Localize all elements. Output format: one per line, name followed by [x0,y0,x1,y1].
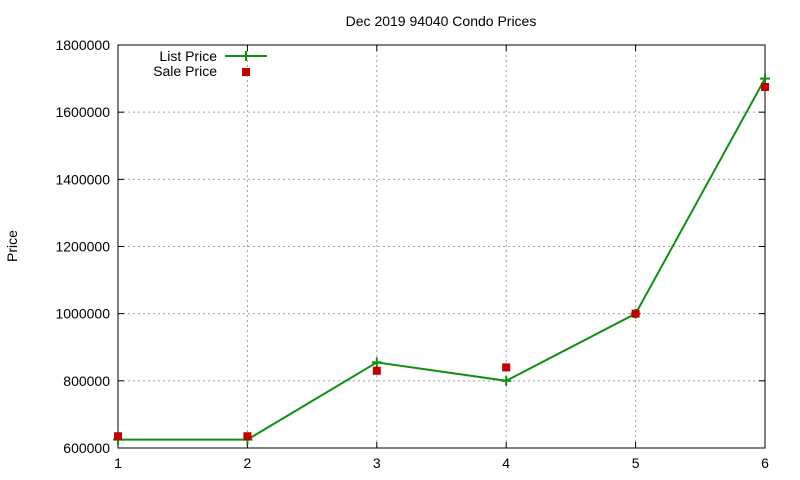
legend-label-list-price: List Price [159,48,217,64]
y-axis-label: Price [4,230,20,262]
legend-label-sale-price: Sale Price [153,63,217,79]
sale-price-point [243,432,252,441]
tick-layer: 1 2 3 4 5 6 600000 800000 1000000 1200000 1400000 1… [55,37,769,471]
grid-layer [118,45,765,448]
x-tick-label: 4 [502,455,510,471]
plot-frame [117,44,766,449]
sale-price-point [631,309,640,318]
y-tick-label: 1600000 [55,104,110,120]
sale-price-point [114,432,122,441]
list-price-point [501,375,512,386]
x-tick-label: 2 [244,455,252,471]
x-tick-label: 1 [114,455,122,471]
y-tick-label: 600000 [63,440,110,456]
y-tick-label: 1200000 [55,239,110,255]
y-tick-label: 1000000 [55,306,110,322]
list-price-point [760,73,770,84]
legend-marker-sale-price [242,68,250,76]
y-tick-label: 1800000 [55,37,110,53]
series-layer [113,73,770,445]
sale-price-point [502,363,511,372]
x-tick-label: 6 [761,455,769,471]
y-tick-label: 1400000 [55,171,110,187]
list-price-point [371,357,382,368]
chart-title: Dec 2019 94040 Condo Prices [346,13,537,29]
sale-price-point [372,366,381,375]
list-price-line [118,78,766,441]
y-tick-label: 800000 [63,373,110,389]
sale-price-point [761,82,769,91]
x-tick-label: 5 [632,455,640,471]
x-tick-label: 3 [373,455,381,471]
